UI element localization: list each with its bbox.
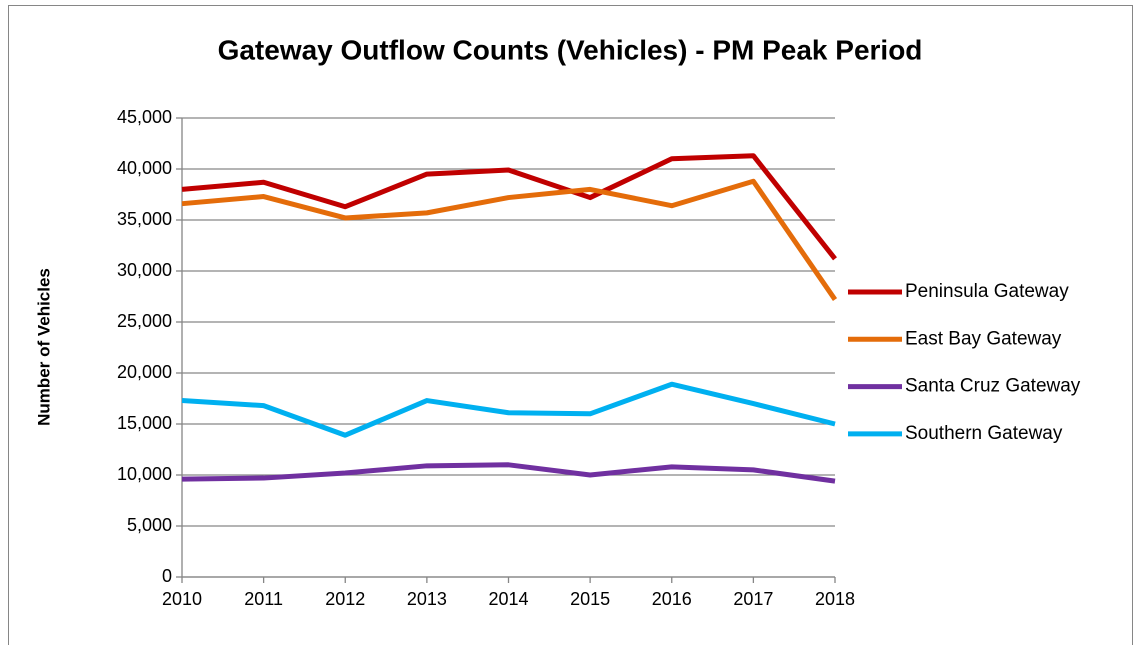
x-tick-label: 2018 <box>815 589 855 609</box>
x-tick-label: 2017 <box>733 589 773 609</box>
series-line <box>181 381 836 438</box>
y-tick-label: 25,000 <box>117 311 172 331</box>
legend-label: Southern Gateway <box>905 423 1063 444</box>
x-tick-label: 2012 <box>325 589 365 609</box>
legend-label: Peninsula Gateway <box>905 281 1069 302</box>
chart-border <box>8 5 1133 645</box>
series-line <box>181 462 836 484</box>
y-tick-label: 0 <box>162 566 172 586</box>
y-tick-label: 40,000 <box>117 158 172 178</box>
y-tick-label: 35,000 <box>117 209 172 229</box>
legend-label: East Bay Gateway <box>905 328 1062 349</box>
y-tick-label: 30,000 <box>117 260 172 280</box>
x-tick-label: 2014 <box>488 589 528 609</box>
x-tick-label: 2010 <box>162 589 202 609</box>
legend-label: Santa Cruz Gateway <box>905 376 1081 397</box>
y-axis-label: Number of Vehicles <box>34 268 53 426</box>
x-tick-label: 2011 <box>244 589 283 609</box>
y-tick-label: 5,000 <box>127 515 172 535</box>
x-tick-label: 2016 <box>652 589 692 609</box>
y-tick-label: 10,000 <box>117 464 172 484</box>
series-line <box>181 153 837 261</box>
x-tick-label: 2015 <box>570 589 610 609</box>
series-line <box>181 178 838 301</box>
y-tick-label: 15,000 <box>117 413 172 433</box>
x-tick-label: 2013 <box>407 589 447 609</box>
y-tick-label: 45,000 <box>117 107 172 127</box>
chart-title: Gateway Outflow Counts (Vehicles) - PM P… <box>218 34 923 65</box>
y-tick-label: 20,000 <box>117 362 172 382</box>
